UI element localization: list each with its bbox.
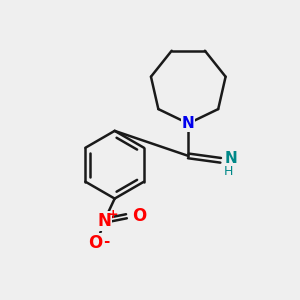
Text: N: N (182, 116, 195, 131)
Text: -: - (103, 234, 110, 249)
Text: N: N (98, 212, 111, 230)
Text: O: O (132, 207, 146, 225)
Text: +: + (107, 208, 118, 221)
Text: N: N (224, 151, 237, 166)
Text: H: H (224, 165, 234, 178)
Text: O: O (88, 234, 103, 252)
